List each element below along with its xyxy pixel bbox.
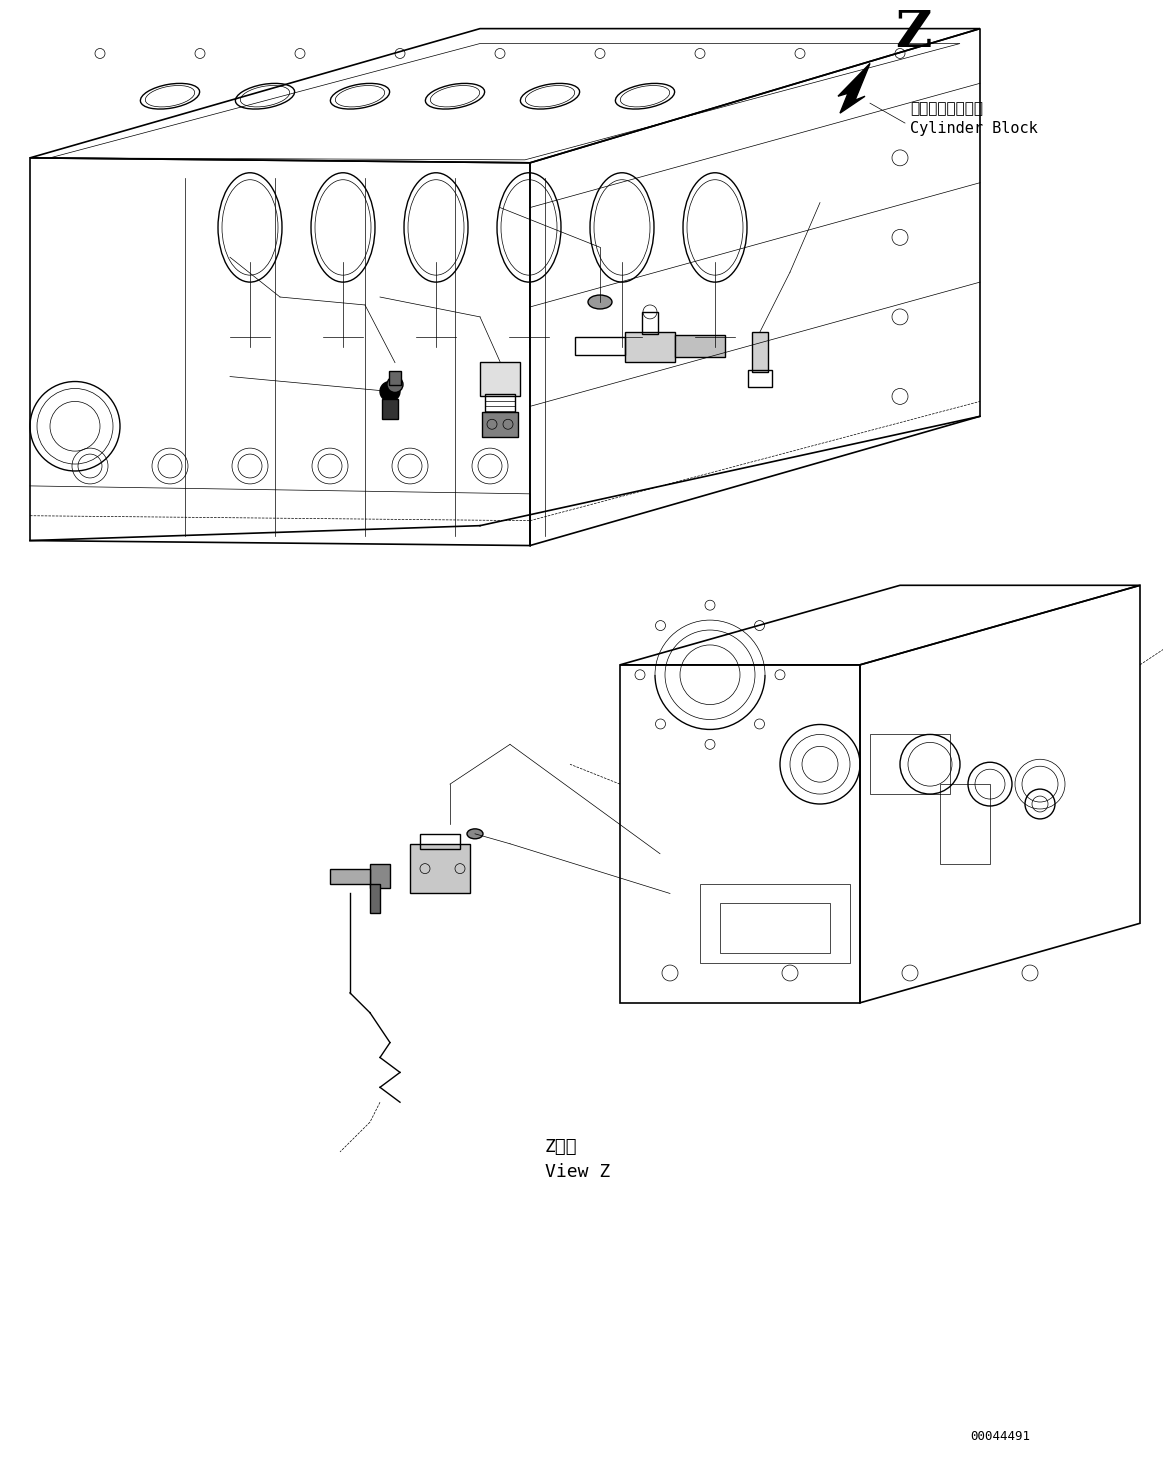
- Bar: [870, 735, 950, 794]
- Bar: [575, 337, 625, 354]
- Ellipse shape: [588, 295, 612, 308]
- Polygon shape: [839, 63, 870, 114]
- Circle shape: [380, 381, 400, 401]
- Bar: [642, 311, 658, 334]
- Bar: [370, 884, 380, 914]
- Text: Z　視: Z 視: [545, 1138, 578, 1156]
- Bar: [748, 369, 772, 388]
- Bar: [388, 370, 401, 385]
- Bar: [370, 863, 390, 889]
- Text: View Z: View Z: [545, 1163, 611, 1181]
- Bar: [481, 412, 518, 437]
- Bar: [411, 844, 470, 893]
- Bar: [625, 332, 675, 362]
- Text: Z: Z: [896, 9, 932, 58]
- Bar: [700, 884, 850, 962]
- Bar: [480, 362, 520, 397]
- Bar: [420, 834, 461, 849]
- Bar: [381, 400, 398, 419]
- Text: 00044491: 00044491: [970, 1430, 1030, 1444]
- Bar: [720, 903, 830, 953]
- Text: シリンダブロック: シリンダブロック: [909, 102, 983, 117]
- Ellipse shape: [468, 830, 483, 838]
- Bar: [752, 332, 768, 372]
- Bar: [940, 784, 990, 863]
- Bar: [675, 335, 725, 357]
- Bar: [330, 868, 370, 884]
- Bar: [485, 394, 515, 415]
- Circle shape: [387, 376, 404, 393]
- Text: Cylinder Block: Cylinder Block: [909, 121, 1037, 136]
